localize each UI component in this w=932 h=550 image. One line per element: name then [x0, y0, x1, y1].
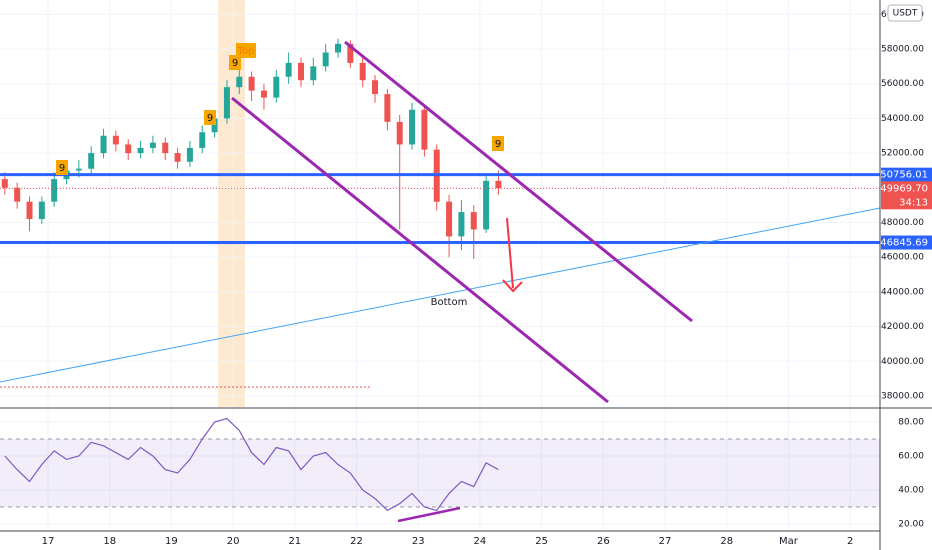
currency-badge — [887, 4, 923, 22]
annotation: Top — [237, 46, 255, 57]
x-tick-label: 28 — [720, 536, 733, 547]
candle-body — [149, 142, 156, 148]
annotation-bg — [492, 136, 504, 151]
candle-body — [26, 201, 33, 220]
y-tick-label: 46000.00 — [881, 253, 924, 263]
x-tick-label: 25 — [535, 536, 548, 547]
x-tick-label: 19 — [165, 536, 178, 547]
arrow — [506, 217, 514, 289]
x-tick-label: 21 — [288, 536, 301, 547]
x-tick-label: 27 — [659, 536, 672, 547]
y-tick-label: 42000.00 — [881, 322, 924, 332]
candle-body — [446, 201, 453, 237]
price-tag — [881, 167, 932, 182]
channel-upper — [344, 40, 693, 323]
last-price-tag — [881, 181, 932, 210]
countdown: 34:13 — [899, 197, 928, 208]
annotation: 9 — [59, 163, 65, 174]
candle-body — [384, 94, 391, 122]
x-tick-label: 22 — [350, 536, 363, 547]
price-tag-label: 46845.69 — [880, 238, 928, 249]
candle-body — [14, 187, 21, 202]
candle-body — [199, 132, 206, 148]
candle-body — [322, 52, 329, 67]
candle-body — [359, 62, 366, 81]
labels: 38000.00 40000.00 42000.00 44000.00 46000.00… — [42, 4, 932, 547]
candle-body — [495, 180, 502, 189]
price-tag — [881, 235, 932, 250]
x-tick-label: 17 — [42, 536, 55, 547]
arrow-head — [502, 279, 523, 293]
rsi-band — [0, 439, 880, 507]
last-price-label: 49969.70 — [880, 183, 928, 194]
y-tick-label: 58000.00 — [881, 44, 924, 54]
candle-body — [483, 180, 490, 230]
annotation-bg — [204, 110, 216, 125]
price-tag-label: 50756.01 — [880, 170, 928, 181]
y-tick-label: 20.00 — [898, 519, 924, 529]
y-tick-label: 60.00 — [898, 451, 924, 461]
y-tick-label: 52000.00 — [881, 149, 924, 159]
candle-body — [51, 179, 58, 202]
annotation: 9 — [232, 58, 238, 69]
y-tick-label: 48000.00 — [881, 218, 924, 228]
annotation: 9 — [495, 139, 501, 150]
candle-body — [137, 147, 144, 154]
y-tick-label: 38000.00 — [881, 392, 924, 402]
annotation-bg — [229, 55, 241, 70]
currency: USDT — [893, 9, 918, 19]
candle-body — [236, 76, 243, 88]
x-tick-label: 24 — [474, 536, 487, 547]
trend-line — [0, 207, 881, 383]
candle-body — [372, 80, 379, 95]
y-tick-label: 40000.00 — [881, 357, 924, 367]
candle-body — [297, 62, 304, 81]
candle-body — [335, 43, 342, 53]
candle-body — [125, 144, 132, 154]
candle-body — [186, 147, 193, 162]
candle-body — [88, 153, 95, 169]
candle-body — [396, 121, 403, 145]
candle-body — [174, 153, 181, 162]
candle-body — [223, 87, 230, 119]
x-tick-label: 20 — [227, 536, 240, 547]
y-tick-label: 54000.00 — [881, 114, 924, 124]
candle-body — [75, 168, 82, 171]
marks — [0, 38, 880, 512]
annotation: Bottom — [431, 297, 468, 308]
channel-lower — [231, 96, 609, 404]
rsi-line — [4, 417, 499, 512]
candle-body — [162, 142, 169, 154]
candle-body — [421, 109, 428, 150]
candle-body — [260, 90, 267, 98]
candle-body — [1, 179, 8, 188]
x-tick-label: 2 — [847, 536, 853, 547]
candle-body — [38, 201, 45, 220]
grid — [0, 0, 880, 531]
candle-body — [470, 212, 477, 230]
candle-body — [112, 135, 119, 145]
y-tick-label: 80.00 — [898, 418, 924, 428]
candle-body — [347, 43, 354, 63]
y-tick-label: 44000.00 — [881, 287, 924, 297]
x-tick-label: 26 — [597, 536, 610, 547]
candle-body — [100, 135, 107, 154]
annotation-bg — [236, 43, 256, 58]
candle-body — [211, 118, 218, 133]
x-tick-label: Mar — [779, 536, 799, 547]
divergence-line — [397, 506, 461, 523]
candle-body — [248, 76, 255, 91]
y-tick-label: 56000.00 — [881, 79, 924, 89]
x-tick-label: 18 — [103, 536, 116, 547]
candle-body — [273, 76, 280, 98]
candle-body — [458, 212, 465, 237]
y-tick-label: 40.00 — [898, 485, 924, 495]
candle-body — [285, 62, 292, 77]
candle-body — [310, 66, 317, 81]
annotation: 9 — [207, 113, 213, 124]
x-tick-label: 23 — [412, 536, 425, 547]
candle-body — [409, 109, 416, 145]
annotation-bg — [56, 160, 68, 175]
